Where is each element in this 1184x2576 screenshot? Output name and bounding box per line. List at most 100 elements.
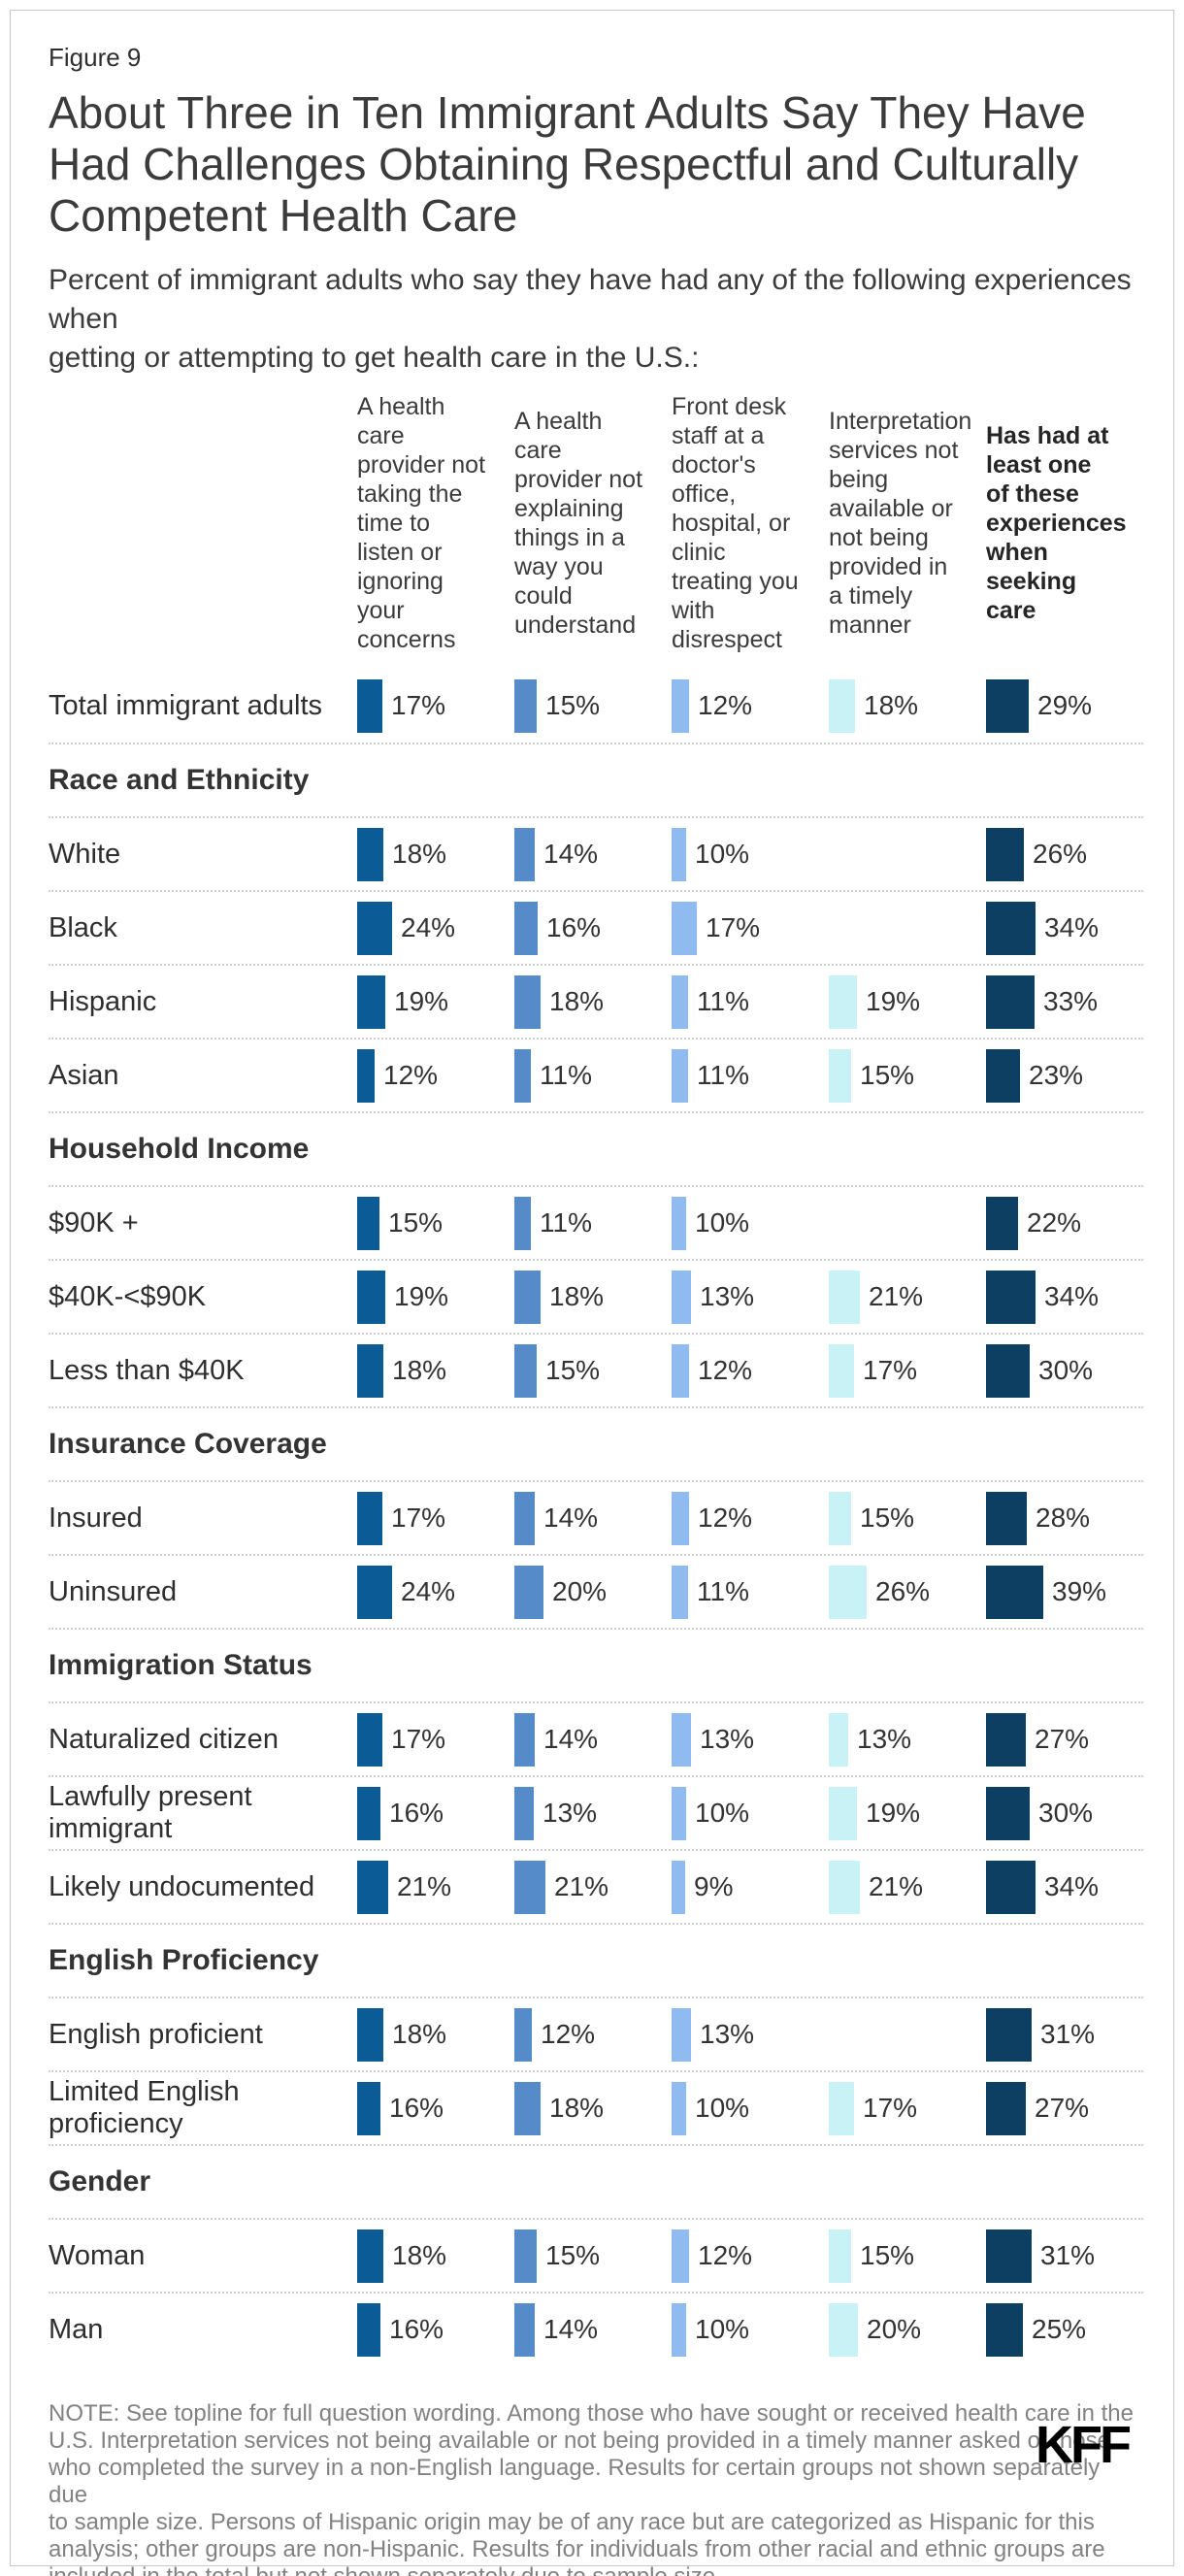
value-label: 16% (389, 1798, 444, 1828)
value-cell: 17% (829, 1335, 986, 1406)
bar (829, 974, 857, 1029)
value-cell: 18% (357, 1998, 514, 2070)
value-cell (829, 1187, 986, 1259)
bar (986, 2081, 1026, 2135)
table-row: $90K + 15% 11% 10% 22% (49, 1185, 1143, 1259)
value-cell: 19% (829, 966, 986, 1038)
value-cell: 19% (357, 966, 514, 1038)
value-label: 13% (700, 2019, 755, 2049)
bar (829, 1048, 851, 1103)
value-label: 11% (540, 1207, 592, 1238)
value-label: 20% (552, 1576, 608, 1606)
value-label: 34% (1044, 1871, 1100, 1901)
value-label: 17% (706, 912, 761, 942)
value-cell: 23% (986, 1040, 1143, 1111)
bar (672, 1196, 686, 1250)
value-label: 17% (391, 1503, 446, 1533)
value-cell: 11% (672, 966, 829, 1038)
row-label: $40K-<$90K (49, 1280, 207, 1312)
column-header-3: Front desk staff at a doctor's office, h… (672, 393, 799, 653)
bar (829, 1565, 867, 1619)
bar (357, 1565, 392, 1619)
table-row: Naturalized citizen 17% 14% 13% 13% 27% (49, 1701, 1143, 1775)
bar (672, 678, 689, 733)
value-cell: 18% (514, 1261, 672, 1333)
value-label: 28% (1036, 1503, 1091, 1533)
value-label: 18% (392, 2240, 447, 2270)
bar (829, 1860, 860, 1914)
value-cell: 12% (672, 669, 829, 743)
value-cell: 21% (829, 1851, 986, 1923)
value-cell: 39% (986, 1556, 1143, 1628)
chart-subtitle: Percent of immigrant adults who say they… (49, 264, 1132, 374)
bar (829, 1270, 860, 1324)
value-cell: 31% (986, 2220, 1143, 2292)
value-cell: 27% (986, 2072, 1143, 2144)
bar (514, 1491, 535, 1545)
value-label: 10% (695, 1207, 750, 1238)
value-cell: 20% (829, 2294, 986, 2365)
value-label: 21% (869, 1281, 924, 1311)
value-label: 19% (866, 1798, 921, 1828)
value-cell: 11% (672, 1040, 829, 1111)
row-label: Hispanic (49, 985, 157, 1017)
bar (672, 2229, 689, 2283)
bar (986, 974, 1035, 1029)
value-label: 18% (549, 2093, 605, 2123)
row-label: Uninsured (49, 1575, 178, 1607)
value-label: 19% (866, 986, 921, 1016)
value-label: 15% (860, 1060, 915, 1090)
value-cell (829, 1998, 986, 2070)
value-label: 31% (1040, 2240, 1096, 2270)
value-cell: 21% (829, 1261, 986, 1333)
value-label: 11% (697, 1576, 749, 1606)
table-row: Less than $40K 18% 15% 12% 17% 30% (49, 1333, 1143, 1406)
row-label: Black (49, 911, 117, 943)
bar (514, 827, 535, 881)
value-cell: 13% (672, 1998, 829, 2070)
row-label: Less than $40K (49, 1354, 245, 1386)
chart-title: About Three in Ten Immigrant Adults Say … (49, 87, 1086, 241)
row-label: White (49, 838, 121, 870)
value-label: 34% (1044, 1281, 1100, 1311)
value-label: 30% (1038, 1355, 1094, 1385)
bar (986, 1786, 1030, 1840)
value-cell: 18% (829, 669, 986, 743)
value-cell: 18% (514, 966, 672, 1038)
value-cell: 10% (672, 2294, 829, 2365)
bar (672, 2302, 686, 2357)
value-label: 33% (1043, 986, 1099, 1016)
table-row: English proficient 18% 12% 13% 31% (49, 1997, 1143, 2070)
bar (357, 1196, 379, 1250)
bar (986, 1565, 1043, 1619)
value-label: 12% (541, 2019, 596, 2049)
value-cell: 33% (986, 966, 1143, 1038)
column-header-2: A health care provider not explaining th… (514, 408, 643, 639)
bar (357, 678, 382, 733)
bar (514, 2007, 532, 2062)
bar (514, 2081, 541, 2135)
bar (829, 1491, 851, 1545)
section-header: Race and Ethnicity (49, 743, 1143, 816)
section-header: English Proficiency (49, 1923, 1143, 1997)
value-cell: 17% (672, 892, 829, 964)
value-label: 19% (394, 986, 449, 1016)
section-header: Insurance Coverage (49, 1406, 1143, 1480)
table-row: Man 16% 14% 10% 20% 25% (49, 2292, 1143, 2365)
value-cell: 11% (514, 1040, 672, 1111)
value-cell: 15% (357, 1187, 514, 1259)
section-header-label: Immigration Status (49, 1649, 312, 1681)
value-cell: 15% (514, 669, 672, 743)
value-cell: 18% (514, 2072, 672, 2144)
value-label: 26% (1033, 839, 1088, 869)
value-cell: 13% (514, 1777, 672, 1849)
bar (672, 2081, 686, 2135)
value-label: 12% (698, 1355, 753, 1385)
value-cell: 14% (514, 818, 672, 890)
bar (672, 1343, 689, 1398)
bar (672, 827, 686, 881)
value-label: 24% (401, 912, 456, 942)
value-cell: 10% (672, 818, 829, 890)
value-cell: 29% (986, 669, 1143, 743)
row-label: Lawfully present immigrant (49, 1781, 252, 1844)
